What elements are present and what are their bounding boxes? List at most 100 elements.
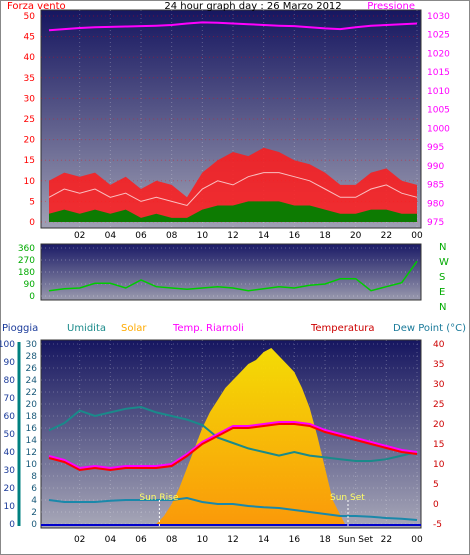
wind-speed-line xyxy=(48,172,418,207)
pressure-tick-label: 1025 xyxy=(427,31,450,41)
humidity-tick-label: 8 xyxy=(31,472,37,482)
direction-tick-label: 360 xyxy=(18,244,35,254)
rain-tick-label: 10 xyxy=(4,502,16,512)
temp-x-tick-label: 12 xyxy=(227,535,238,545)
wind-x-tick-label: 04 xyxy=(105,231,117,241)
rain-tick-label: 70 xyxy=(4,394,16,404)
temperature-tick-label: 5 xyxy=(433,480,439,490)
humidity-label: Umidita xyxy=(67,323,106,334)
rain-tick-label: 100 xyxy=(0,340,15,350)
temperature-tick-label: 35 xyxy=(433,360,444,370)
dewpoint-line xyxy=(48,496,418,521)
temperature-tick-label: 25 xyxy=(433,400,444,410)
pressure-tick-label: 990 xyxy=(427,162,444,172)
wind-tick-label: 15 xyxy=(24,156,35,166)
humidity-tick-label: 18 xyxy=(26,412,38,422)
pressure-tick-label: 1010 xyxy=(427,87,450,97)
pressure-tick-label: 975 xyxy=(427,218,444,228)
humidity-tick-label: 30 xyxy=(26,340,38,350)
temp-x-tick-label: 18 xyxy=(319,535,331,545)
pressure-tick-label: 980 xyxy=(427,199,444,209)
humidity-tick-label: 28 xyxy=(26,352,38,362)
temp-x-tick-label: 14 xyxy=(258,535,270,545)
humidity-tick-label: 6 xyxy=(31,484,37,494)
direction-line xyxy=(48,260,418,292)
rain-tick-label: 20 xyxy=(4,484,16,494)
dir-label-s: S xyxy=(439,272,445,283)
humidity-tick-label: 4 xyxy=(31,496,37,506)
sun-set-label: Sun Set xyxy=(330,493,365,503)
pressure-tick-label: 995 xyxy=(427,143,444,153)
rain-label: Pioggia xyxy=(2,323,38,334)
wind-direction-plot-area xyxy=(40,243,422,301)
wind-x-tick-label: 22 xyxy=(381,231,392,241)
wind-x-tick-label: 20 xyxy=(350,231,362,241)
wind-tick-label: 0 xyxy=(29,218,35,228)
temp-x-tick-label: 22 xyxy=(381,535,392,545)
rain-tick-label: 90 xyxy=(4,358,16,368)
temperature-line xyxy=(48,423,418,472)
humidity-line xyxy=(48,405,418,462)
temperature-tick-label: 10 xyxy=(433,460,445,470)
rain-tick-label: 40 xyxy=(4,448,16,458)
temp-x-tick-label: 04 xyxy=(105,535,117,545)
solar-label: Solar xyxy=(121,323,147,334)
humidity-tick-label: 26 xyxy=(26,364,38,374)
data-layer xyxy=(41,21,421,528)
solar-area xyxy=(156,348,345,524)
dir-label-e: E xyxy=(439,287,445,298)
temp-x-tick-label: Sun Set xyxy=(338,535,373,545)
temp-x-tick-label: 00 xyxy=(411,535,423,545)
direction-tick-label: 270 xyxy=(18,256,35,266)
direction-tick-label: 90 xyxy=(24,280,36,290)
pressure-tick-label: 1000 xyxy=(427,124,450,134)
temp-x-tick-label: 06 xyxy=(135,535,147,545)
rain-tick-label: 0 xyxy=(9,520,15,530)
rain-tick-label: 80 xyxy=(4,376,16,386)
riarnoli-label: Temp. Riarnoli xyxy=(172,323,244,334)
humidity-tick-label: 10 xyxy=(26,460,38,470)
dir-label-w: W xyxy=(439,257,449,268)
humidity-tick-label: 24 xyxy=(26,376,38,386)
wind-x-tick-label: 08 xyxy=(166,231,178,241)
direction-tick-label: 180 xyxy=(18,268,35,278)
wind-x-tick-label: 00 xyxy=(411,231,423,241)
wind-x-tick-label: 12 xyxy=(227,231,238,241)
wind-tick-label: 50 xyxy=(24,12,36,22)
sun-rise-label: Sun Rise xyxy=(139,493,178,503)
dewpoint-label: Dew Point (°C) xyxy=(393,323,466,334)
pressure-tick-label: 1005 xyxy=(427,106,450,116)
wind-tick-label: 35 xyxy=(24,74,35,84)
riarnoli-line xyxy=(48,421,418,470)
wind-tick-label: 5 xyxy=(29,197,35,207)
temperature-tick-label: 40 xyxy=(433,340,445,350)
temperature-tick-label: 0 xyxy=(433,500,439,510)
temperature-label: Temperatura xyxy=(310,323,375,334)
temp-x-tick-label: 02 xyxy=(74,535,85,545)
wind-x-tick-label: 18 xyxy=(319,231,331,241)
wind-x-tick-label: 02 xyxy=(74,231,85,241)
direction-tick-label: 0 xyxy=(29,292,35,302)
pressure-tick-label: 1030 xyxy=(427,12,450,22)
wind-x-tick-label: 16 xyxy=(289,231,301,241)
pressure-tick-label: 1020 xyxy=(427,49,450,59)
dir-label-n-top: N xyxy=(439,242,446,253)
axes-layer: 0510152025303540455097598098599099510001… xyxy=(0,12,450,545)
wind-tick-label: 40 xyxy=(24,53,36,63)
rain-tick-label: 60 xyxy=(4,412,16,422)
pressure-title: Pressione xyxy=(367,1,415,12)
temperature-tick-label: 15 xyxy=(433,440,444,450)
avg-wind-area xyxy=(49,201,417,222)
pressure-line xyxy=(48,21,418,32)
humidity-tick-label: 0 xyxy=(31,520,37,530)
wind-x-tick-label: 06 xyxy=(135,231,147,241)
humidity-tick-label: 2 xyxy=(31,508,37,518)
wind-tick-label: 10 xyxy=(24,177,36,187)
rain-tick-label: 50 xyxy=(4,430,16,440)
humidity-tick-label: 16 xyxy=(26,424,38,434)
humidity-tick-label: 20 xyxy=(26,400,38,410)
temperature-tick-label: -5 xyxy=(433,520,442,530)
wind-title: Forza vento xyxy=(7,1,66,12)
